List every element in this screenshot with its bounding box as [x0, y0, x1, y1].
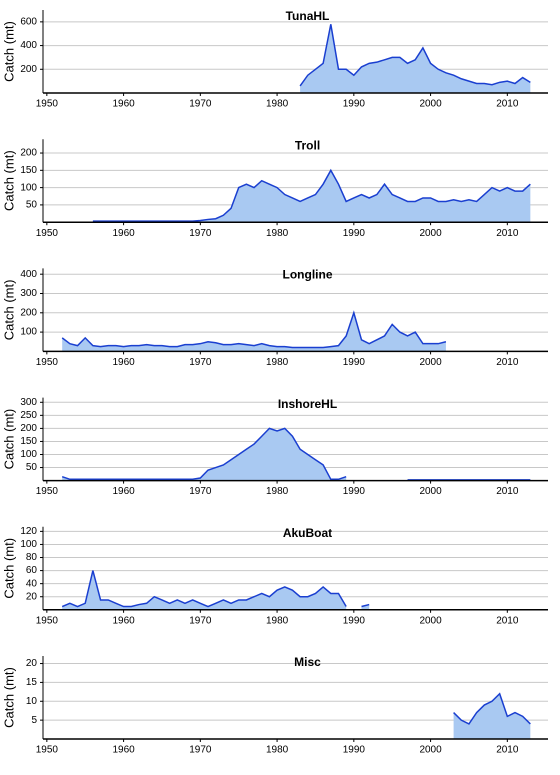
y-tick-label: 100	[20, 327, 37, 338]
x-tick-label: 1950	[36, 615, 59, 626]
x-tick-label: 2000	[419, 745, 442, 756]
area-fill	[453, 693, 531, 739]
x-tick-label: 1990	[343, 357, 366, 368]
series-line	[453, 692, 531, 725]
y-tick-label: 80	[26, 552, 38, 563]
x-tick-label: 1990	[343, 745, 366, 756]
x-tick-label: 1980	[266, 745, 289, 756]
y-tick-label: 150	[20, 436, 37, 447]
y-tick-label: 100	[20, 182, 37, 193]
x-tick-label: 1980	[266, 228, 289, 239]
y-tick-label: 400	[20, 40, 37, 51]
series-line	[61, 427, 347, 481]
y-axis-label: Catch (mt)	[1, 538, 16, 599]
y-tick-label: 20	[26, 591, 38, 602]
area-fill	[62, 428, 347, 481]
x-tick-label: 2000	[419, 486, 442, 497]
area-fill	[361, 604, 370, 610]
y-tick-label: 20	[26, 658, 38, 669]
x-tick-label: 1970	[189, 486, 212, 497]
panel-title: AkuBoat	[283, 526, 332, 540]
y-tick-label: 200	[20, 423, 37, 434]
x-tick-label: 2010	[496, 745, 519, 756]
y-tick-label: 120	[20, 526, 37, 537]
panel-title: Longline	[283, 268, 333, 282]
x-tick-label: 1990	[343, 486, 366, 497]
series-line	[361, 603, 370, 608]
y-tick-label: 15	[26, 677, 38, 688]
y-tick-label: 100	[20, 539, 37, 550]
x-tick-label: 2000	[419, 99, 442, 110]
x-tick-label: 1970	[189, 745, 212, 756]
x-tick-label: 2010	[496, 99, 519, 110]
y-tick-label: 100	[20, 449, 37, 460]
x-tick-label: 1970	[189, 357, 212, 368]
y-tick-label: 400	[20, 269, 37, 280]
x-tick-label: 2000	[419, 228, 442, 239]
x-tick-label: 2000	[419, 615, 442, 626]
area-fill	[92, 170, 531, 223]
panel-title: Misc	[294, 655, 321, 669]
y-tick-label: 10	[26, 696, 38, 707]
y-axis-label: Catch (mt)	[1, 409, 16, 470]
area-fill	[62, 570, 347, 610]
x-tick-label: 2010	[496, 228, 519, 239]
y-tick-label: 5	[31, 715, 37, 726]
x-tick-label: 1980	[266, 99, 289, 110]
series-line	[92, 168, 531, 222]
y-axis-label: Catch (mt)	[1, 667, 16, 728]
x-tick-label: 1990	[343, 228, 366, 239]
y-tick-label: 40	[26, 578, 38, 589]
y-tick-label: 200	[20, 64, 37, 75]
y-tick-label: 200	[20, 307, 37, 318]
area-fill	[62, 312, 446, 352]
x-tick-label: 2000	[419, 357, 442, 368]
x-tick-label: 2010	[496, 615, 519, 626]
x-tick-label: 1950	[36, 357, 59, 368]
x-tick-label: 1960	[112, 99, 135, 110]
y-tick-label: 150	[20, 165, 37, 176]
panel-title: TunaHL	[286, 9, 330, 23]
y-tick-label: 60	[26, 565, 38, 576]
x-tick-label: 2010	[496, 357, 519, 368]
area-fill	[300, 24, 531, 94]
series-line	[61, 570, 347, 608]
y-tick-label: 200	[20, 148, 37, 159]
x-tick-label: 1960	[112, 486, 135, 497]
panel-title: InshoreHL	[278, 397, 337, 411]
y-tick-label: 300	[20, 397, 37, 408]
y-tick-label: 50	[26, 200, 38, 211]
x-tick-label: 1960	[112, 745, 135, 756]
x-tick-label: 1980	[266, 615, 289, 626]
y-tick-label: 50	[26, 462, 38, 473]
x-tick-label: 1960	[112, 357, 135, 368]
x-tick-label: 1970	[189, 99, 212, 110]
x-tick-label: 1970	[189, 228, 212, 239]
y-axis-label: Catch (mt)	[1, 21, 16, 82]
series-line	[299, 24, 531, 87]
x-tick-label: 1980	[266, 486, 289, 497]
y-axis-label: Catch (mt)	[1, 280, 16, 341]
y-tick-label: 250	[20, 410, 37, 421]
x-tick-label: 1950	[36, 745, 59, 756]
x-tick-label: 1950	[36, 486, 59, 497]
y-tick-label: 600	[20, 16, 37, 27]
x-tick-label: 1950	[36, 99, 59, 110]
y-axis-label: Catch (mt)	[1, 150, 16, 211]
x-tick-label: 1960	[112, 615, 135, 626]
x-tick-label: 1950	[36, 228, 59, 239]
x-tick-label: 1990	[343, 615, 366, 626]
x-tick-label: 2010	[496, 486, 519, 497]
y-tick-label: 300	[20, 288, 37, 299]
x-tick-label: 1980	[266, 357, 289, 368]
panel-title: Troll	[295, 138, 320, 152]
series-line	[61, 310, 447, 349]
x-tick-label: 1990	[343, 99, 366, 110]
x-tick-label: 1960	[112, 228, 135, 239]
x-tick-label: 1970	[189, 615, 212, 626]
